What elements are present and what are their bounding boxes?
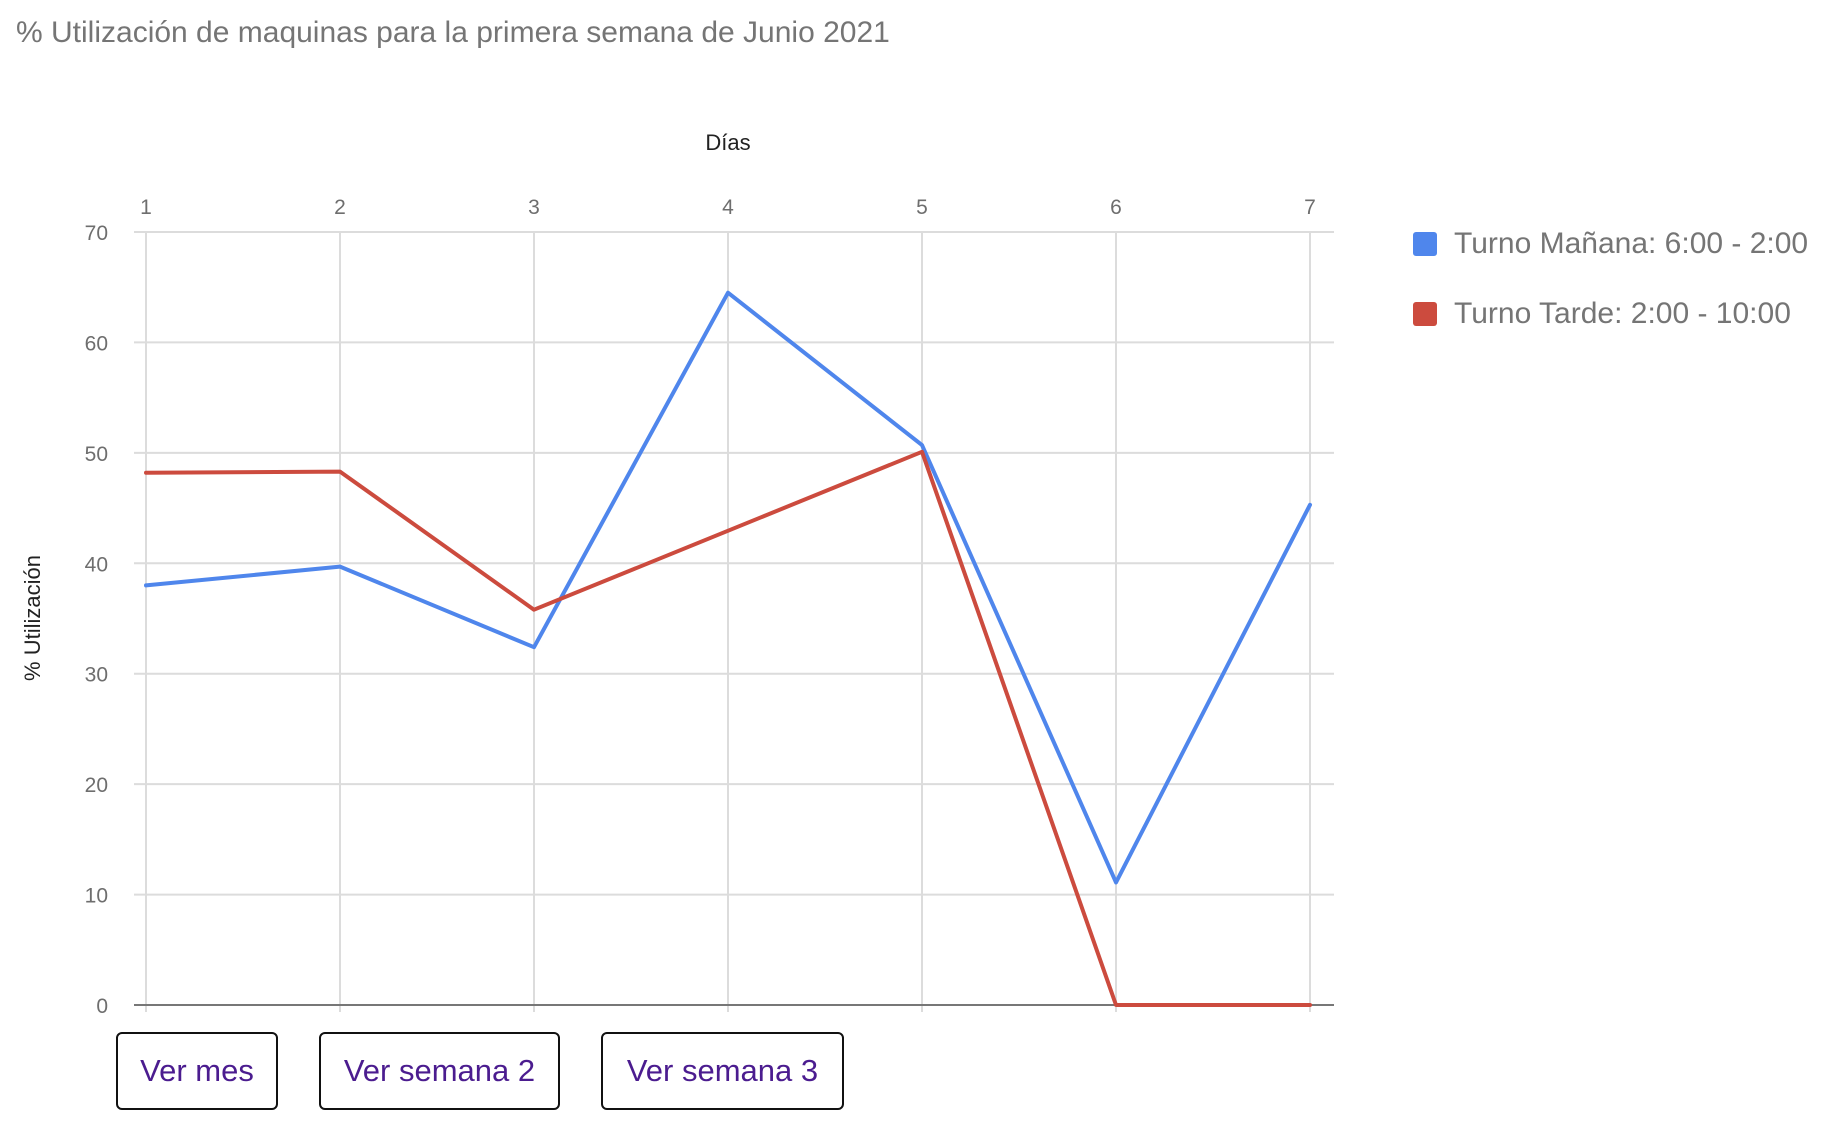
legend: Turno Mañana: 6:00 - 2:00 Turno Tarde: 2:…	[1413, 227, 1808, 330]
chart-title: % Utilización de maquinas para la primer…	[16, 16, 890, 49]
view-week-3-button[interactable]: Ver semana 3	[601, 1032, 844, 1110]
y-tick-label: 20	[85, 774, 108, 797]
x-tick-label: 2	[334, 196, 346, 219]
series-lines	[144, 290, 1312, 1007]
y-tick-label: 10	[85, 885, 108, 908]
grid-lines	[134, 231, 1334, 1012]
x-tick-label: 7	[1304, 196, 1316, 219]
x-axis-label: Días	[705, 130, 750, 155]
x-tick-label: 6	[1110, 196, 1122, 219]
legend-swatch	[1413, 302, 1437, 326]
legend-swatch	[1413, 232, 1437, 256]
series-line-1	[144, 290, 1312, 885]
legend-label: Turno Mañana: 6:00 - 2:00	[1454, 227, 1808, 260]
x-tick-label: 5	[916, 196, 928, 219]
x-tick-label: 3	[528, 196, 540, 219]
line-chart: 0 10 20 30 40 50 60 70 1 2 3 4 5 6 7 Turno Mañana: 6:0…	[20, 130, 1808, 1018]
series-line-2	[144, 449, 1312, 1007]
y-tick-label: 0	[96, 995, 108, 1018]
y-tick-label: 60	[85, 332, 108, 355]
y-tick-label: 70	[85, 222, 108, 245]
view-month-button[interactable]: Ver mes	[116, 1032, 278, 1110]
y-axis-label: % Utilización	[20, 555, 45, 681]
y-tick-label: 40	[85, 553, 108, 576]
view-week-2-button[interactable]: Ver semana 2	[319, 1032, 560, 1110]
y-tick-label: 50	[85, 443, 108, 466]
x-tick-label: 1	[140, 196, 152, 219]
legend-label: Turno Tarde: 2:00 - 10:00	[1454, 297, 1791, 330]
axes: 0 10 20 30 40 50 60 70 1 2 3 4 5 6 7	[85, 196, 1334, 1018]
x-tick-label: 4	[722, 196, 734, 219]
y-tick-label: 30	[85, 664, 108, 687]
